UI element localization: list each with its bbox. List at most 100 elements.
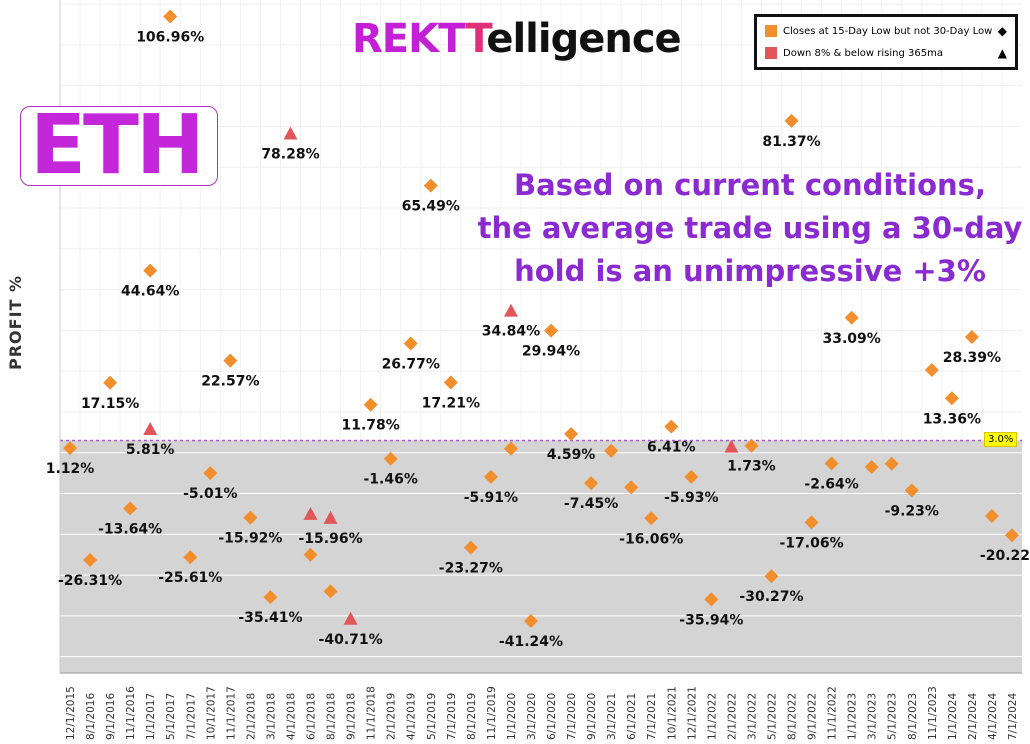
data-label: -15.92% [218,531,282,547]
data-point-diamond [984,508,999,523]
x-tick-label: 9/1/2016 [105,693,117,740]
data-point-diamond [303,547,318,562]
data-label: 78.28% [261,146,319,162]
data-point-diamond [443,375,458,390]
y-axis-label: PROFIT % [6,274,25,370]
x-tick-label: 3/1/2022 [746,693,758,740]
data-point-diamond [844,310,859,325]
data-point-diamond [804,515,819,530]
data-point-diamond [523,613,538,628]
legend-label-orange: Closes at 15-Day Low but not 30-Day Low [783,25,993,37]
data-label: -30.27% [739,589,803,605]
data-label: -17.06% [780,535,844,551]
data-label: 11.78% [341,418,399,434]
x-tick-label: 1/1/2020 [506,693,518,740]
data-point-diamond [684,469,699,484]
data-label: 28.39% [943,350,1001,366]
x-tick-label: 6/1/2018 [306,693,318,740]
data-label: 5.81% [126,442,175,458]
data-label: -1.46% [363,472,417,488]
legend: Closes at 15-Day Low but not 30-Day Low … [754,14,1018,70]
data-label: -35.41% [238,610,302,626]
x-tick-label: 2/1/2024 [967,693,979,740]
data-point-diamond [263,590,278,605]
data-point-diamond [243,510,258,525]
data-label: -20.22% [980,548,1030,564]
data-point-diamond [143,263,158,278]
data-point-diamond [944,391,959,406]
x-tick-label: 5/1/2023 [887,693,899,740]
x-tick-label: 4/1/2018 [285,693,297,740]
x-tick-label: 1/1/2022 [706,693,718,740]
data-point-diamond [884,456,899,471]
x-tick-label: 8/1/2018 [326,693,338,740]
data-point-diamond [463,540,478,555]
legend-swatch-orange [765,25,777,37]
data-point-diamond [624,480,639,495]
x-tick-label: 4/1/2019 [406,693,418,740]
x-tick-label: 11/1/2019 [486,686,498,740]
data-point-diamond [764,569,779,584]
x-tick-label: 7/1/2024 [1007,693,1019,740]
x-tick-label: 8/1/2019 [466,693,478,740]
x-tick-label: 2/1/2018 [245,693,257,740]
data-point-diamond [964,329,979,344]
data-point-diamond [163,9,178,24]
brand-rest: elligence [486,16,681,62]
x-tick-label: 6/1/2021 [626,693,638,740]
data-point-triangle [303,506,318,520]
data-label: -23.27% [439,561,503,577]
data-point-diamond [824,456,839,471]
data-label: 33.09% [822,331,880,347]
data-point-diamond [544,323,559,338]
data-point-diamond [83,553,98,568]
data-point-diamond [584,476,599,491]
data-label: -25.61% [158,570,222,586]
ticker-symbol: ETH [30,98,205,193]
x-tick-label: 10/1/2021 [666,686,678,740]
x-tick-label: 11/1/2016 [125,686,137,740]
data-label: -16.06% [619,531,683,547]
x-tick-label: 6/1/2020 [546,693,558,740]
headline-line-3: hold is an unimpressive +3% [514,254,986,288]
data-point-diamond [103,375,118,390]
data-label: 6.41% [647,440,696,456]
data-label: 22.57% [201,374,259,390]
data-point-diamond [483,469,498,484]
x-tick-label: 11/1/2022 [827,686,839,740]
legend-label-red: Down 8% & below rising 365ma [783,47,943,59]
headline: Based on current conditions, the average… [470,164,1030,293]
x-tick-label: 7/1/2020 [566,693,578,740]
reference-badge: 3.0% [984,432,1018,447]
data-label: 1.12% [46,461,95,477]
data-label: -13.64% [98,521,162,537]
data-point-triangle [503,303,518,317]
x-tick-label: 8/1/2016 [85,693,97,740]
data-point-triangle [143,422,158,436]
data-point-diamond [704,592,719,607]
x-tick-label: 5/1/2017 [165,693,177,740]
data-label: 13.36% [923,411,981,427]
data-label: 17.21% [422,396,480,412]
data-label: 4.59% [547,447,596,463]
data-point-diamond [664,419,679,434]
x-tick-label: 2/1/2022 [726,693,738,740]
data-label: 65.49% [402,199,460,215]
x-tick-label: 1/1/2017 [145,693,157,740]
data-point-diamond [223,353,238,368]
data-point-diamond [403,336,418,351]
headline-line-2: the average trade using a 30-day [477,211,1023,245]
data-point-diamond [924,362,939,377]
legend-swatch-red [765,47,777,59]
x-tick-label: 3/1/2018 [265,693,277,740]
data-point-diamond [383,451,398,466]
data-point-diamond [564,427,579,442]
x-tick-label: 7/1/2021 [646,693,658,740]
data-point-diamond [904,483,919,498]
x-tick-label: 7/1/2017 [185,693,197,740]
x-tick-label: 7/1/2019 [446,693,458,740]
x-tick-label: 10/1/2017 [205,686,217,740]
brand-prefix: REKT [352,16,466,62]
data-label: 106.96% [136,29,204,45]
x-tick-label: 5/1/2019 [426,693,438,740]
